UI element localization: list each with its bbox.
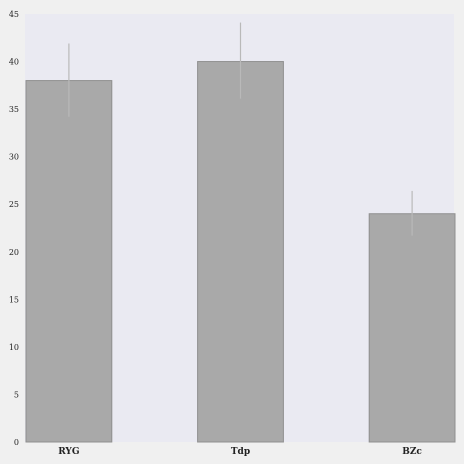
y-tick-label: 40 (9, 58, 19, 67)
y-tick-label: 0 (14, 438, 19, 447)
bar-tdp (197, 61, 284, 443)
bars (25, 61, 456, 443)
y-tick-label: 10 (9, 343, 19, 352)
x-axis-ticks: RYG Tdp BZc (58, 447, 422, 457)
y-tick-label: 35 (9, 105, 19, 114)
x-tick-label: Tdp (231, 447, 250, 457)
y-tick-label: 30 (9, 153, 19, 162)
y-axis-ticks: 0 5 10 15 20 25 30 35 40 45 (9, 10, 19, 447)
bar-bzc (368, 213, 456, 443)
x-tick-label: RYG (58, 447, 79, 457)
error-bars (68, 22, 413, 236)
x-tick-label: BZc (402, 447, 422, 457)
y-tick-label: 45 (9, 10, 19, 19)
bar-ryg (25, 80, 113, 443)
y-tick-label: 20 (9, 248, 19, 257)
y-tick-label: 15 (9, 295, 19, 304)
y-tick-label: 5 (14, 390, 19, 399)
y-tick-label: 25 (9, 200, 19, 209)
